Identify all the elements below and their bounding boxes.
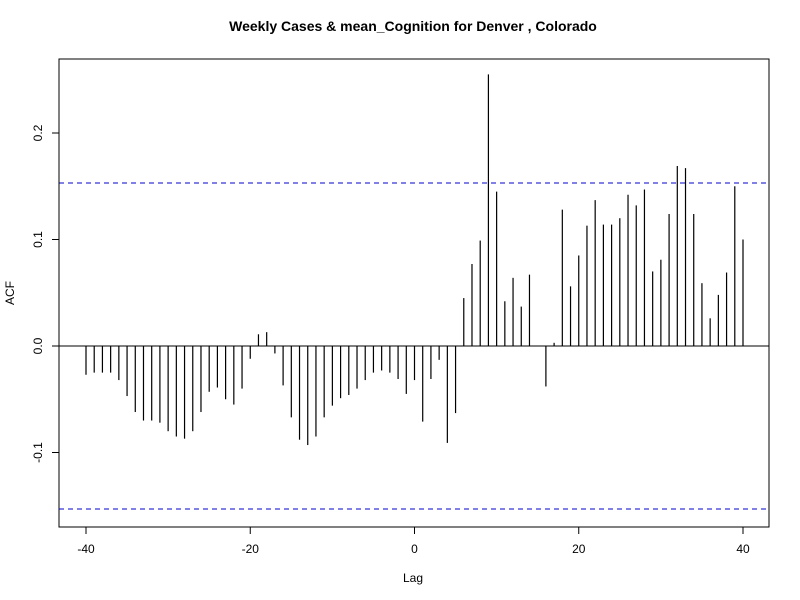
- plot-frame: [58, 58, 770, 528]
- confidence-bounds: [59, 182, 769, 510]
- x-tick-label: 20: [572, 542, 586, 556]
- y-axis: -0.1 0.0 0.1 0.2: [31, 124, 60, 463]
- x-tick-label: -40: [77, 542, 95, 556]
- x-axis-label: Lag: [403, 571, 423, 585]
- y-tick-label: -0.1: [31, 442, 45, 463]
- x-tick-label: 40: [736, 542, 750, 556]
- y-tick-label: 0.1: [31, 231, 45, 248]
- x-tick-label: -20: [242, 542, 260, 556]
- y-axis-label: ACF: [3, 281, 17, 305]
- acf-bars: [85, 74, 744, 446]
- x-axis: -40 -20 0 20 40: [77, 526, 750, 556]
- y-tick-label: 0.2: [31, 124, 45, 141]
- y-tick-label: 0.0: [31, 337, 45, 354]
- chart-title: Weekly Cases & mean_Cognition for Denver…: [229, 18, 597, 34]
- x-tick-label: 0: [411, 542, 418, 556]
